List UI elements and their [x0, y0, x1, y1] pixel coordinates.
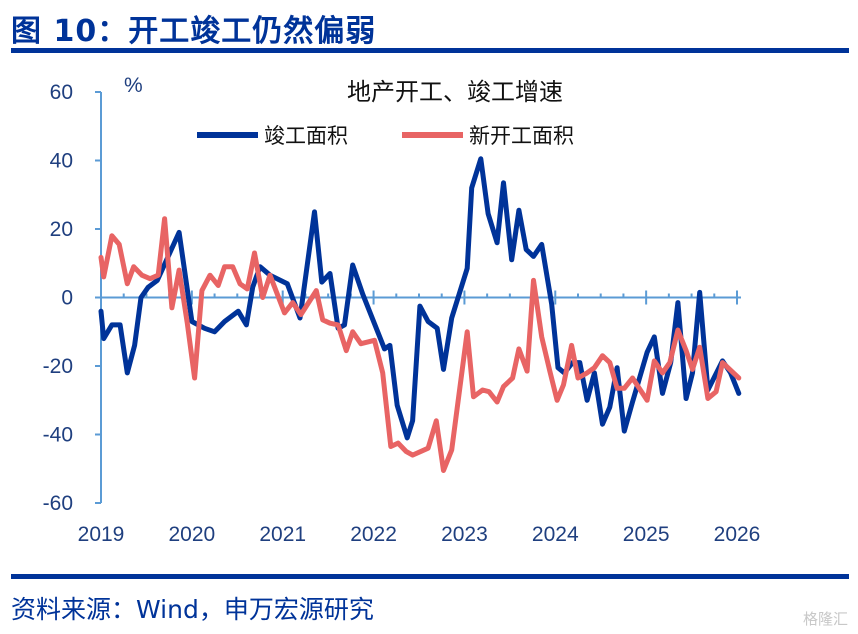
x-tick-label: 2023 — [441, 523, 488, 546]
y-unit-label: % — [124, 74, 143, 97]
watermark-logo: 格隆汇 — [802, 610, 848, 628]
source-rule — [11, 574, 849, 579]
y-tick-label: 60 — [50, 81, 73, 104]
series-line-new-start — [98, 216, 742, 473]
figure-title: 图 10：开工竣工仍然偏弱 — [11, 14, 377, 49]
y-tick-label: -20 — [43, 355, 73, 378]
x-tick-label: 2019 — [78, 523, 125, 546]
y-tick-label: 20 — [50, 218, 73, 241]
x-tick-label: 2020 — [168, 523, 215, 546]
legend-label-completion: 竣工面积 — [264, 124, 348, 148]
x-tick-label: 2026 — [714, 523, 761, 546]
legend: 竣工面积 新开工面积 — [197, 124, 574, 148]
x-tick-label: 2022 — [350, 523, 397, 546]
title-rule — [11, 48, 849, 53]
legend-label-new-start: 新开工面积 — [469, 124, 574, 148]
x-tick-label: 2025 — [623, 523, 670, 546]
x-tick-label: 2021 — [259, 523, 306, 546]
line-chart: 地产开工、竣工增速 % 竣工面积 新开工面积 6040200-20-40-602… — [43, 74, 761, 546]
chart-title: 地产开工、竣工增速 — [347, 78, 563, 106]
x-tick-label: 2024 — [532, 523, 579, 546]
source-note: 资料来源：Wind，申万宏源研究 — [11, 595, 374, 624]
y-tick-label: 40 — [50, 150, 73, 173]
y-tick-label: 0 — [61, 287, 73, 310]
y-tick-label: -60 — [43, 492, 73, 515]
series-line-completion — [98, 156, 742, 441]
y-tick-label: -40 — [43, 424, 73, 447]
